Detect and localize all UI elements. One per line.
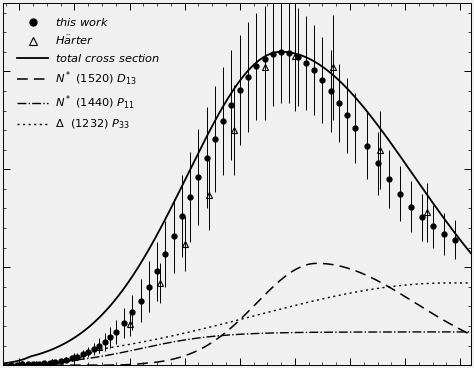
- Legend: $\it{this\ work}$, $\it{H\"{a}rter}$, $\it{total\ cross\ section}$, $\it{N^*\ (1: $\it{this\ work}$, $\it{H\"{a}rter}$, $\…: [13, 12, 164, 135]
